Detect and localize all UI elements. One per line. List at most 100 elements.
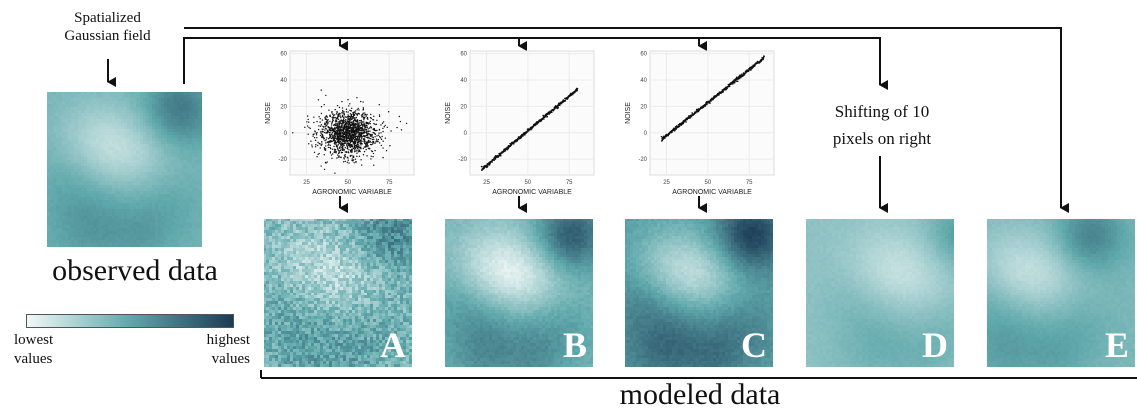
data-point <box>367 141 370 143</box>
data-point <box>352 132 354 134</box>
data-point <box>373 115 375 118</box>
data-point <box>332 128 335 130</box>
data-point <box>327 121 329 123</box>
data-point <box>718 93 720 96</box>
data-point <box>342 118 345 121</box>
y-tick-label: 60 <box>460 52 467 58</box>
data-point <box>667 134 669 137</box>
data-point <box>338 132 341 135</box>
data-point <box>317 99 320 101</box>
data-point <box>365 115 367 117</box>
data-point <box>362 123 365 126</box>
data-point <box>323 154 325 156</box>
data-point <box>390 130 392 132</box>
data-point <box>376 129 378 132</box>
data-point <box>722 90 725 93</box>
data-point <box>340 156 342 159</box>
data-point <box>292 132 294 134</box>
data-point <box>571 93 574 96</box>
data-point <box>363 128 366 130</box>
data-point <box>761 56 763 59</box>
data-point <box>338 120 340 123</box>
data-point <box>327 146 330 149</box>
data-point <box>335 152 337 154</box>
data-point <box>522 135 524 137</box>
data-point <box>370 150 373 152</box>
data-point <box>335 138 338 140</box>
data-point <box>356 139 359 141</box>
data-point <box>343 114 346 116</box>
data-point <box>371 141 373 144</box>
data-point <box>364 139 366 141</box>
data-point <box>349 135 351 137</box>
data-point <box>366 116 369 119</box>
data-point <box>338 139 340 142</box>
data-point <box>376 135 378 137</box>
data-point <box>337 154 339 156</box>
data-point <box>382 147 384 149</box>
data-point <box>358 147 361 149</box>
data-point <box>709 102 711 104</box>
data-point <box>354 112 357 114</box>
data-point <box>362 107 365 109</box>
data-point <box>317 153 319 156</box>
data-point <box>349 122 352 124</box>
data-point <box>319 134 322 137</box>
y-tick-label: 0 <box>464 131 468 137</box>
data-point <box>325 132 327 134</box>
data-point <box>325 122 328 124</box>
data-point <box>364 112 366 114</box>
data-point <box>349 117 352 119</box>
data-point <box>340 125 343 127</box>
data-point <box>691 112 693 114</box>
data-point <box>319 147 321 149</box>
data-point <box>347 142 350 144</box>
data-point <box>343 158 345 160</box>
data-point <box>345 125 348 128</box>
data-point <box>334 116 336 119</box>
data-point <box>345 130 348 132</box>
data-point <box>347 99 349 101</box>
data-point <box>314 146 317 148</box>
data-point <box>336 134 338 137</box>
data-point <box>353 149 356 151</box>
data-point <box>678 125 681 127</box>
y-tick-label: 20 <box>280 104 287 110</box>
data-point <box>324 140 326 142</box>
data-point <box>345 139 347 142</box>
data-point <box>337 144 340 146</box>
panel-e: E <box>987 219 1135 367</box>
panel-b: B <box>445 219 593 367</box>
data-point <box>334 140 337 143</box>
data-point <box>345 128 347 130</box>
y-tick-label: 40 <box>280 78 287 84</box>
data-point <box>365 148 367 151</box>
data-point <box>361 116 363 118</box>
data-point <box>338 115 340 118</box>
data-point <box>372 118 374 121</box>
data-point <box>340 116 342 119</box>
data-point <box>339 139 342 141</box>
data-point <box>366 134 369 136</box>
data-point <box>339 120 341 122</box>
data-point <box>320 112 323 115</box>
data-point <box>340 120 343 122</box>
data-point <box>329 120 331 123</box>
source-label: Spatialized Gaussian field <box>50 9 165 45</box>
data-point <box>360 164 363 166</box>
data-point <box>335 150 337 153</box>
data-point <box>378 128 381 131</box>
data-point <box>329 126 331 129</box>
data-point <box>368 137 370 139</box>
data-point <box>386 126 388 129</box>
data-point <box>341 135 344 138</box>
data-point <box>310 140 312 142</box>
data-point <box>336 120 338 123</box>
data-point <box>339 131 341 133</box>
data-point <box>362 147 365 150</box>
data-point <box>340 142 342 145</box>
data-point <box>374 133 377 135</box>
data-point <box>382 156 384 159</box>
data-point <box>546 115 549 118</box>
data-point <box>336 157 338 159</box>
